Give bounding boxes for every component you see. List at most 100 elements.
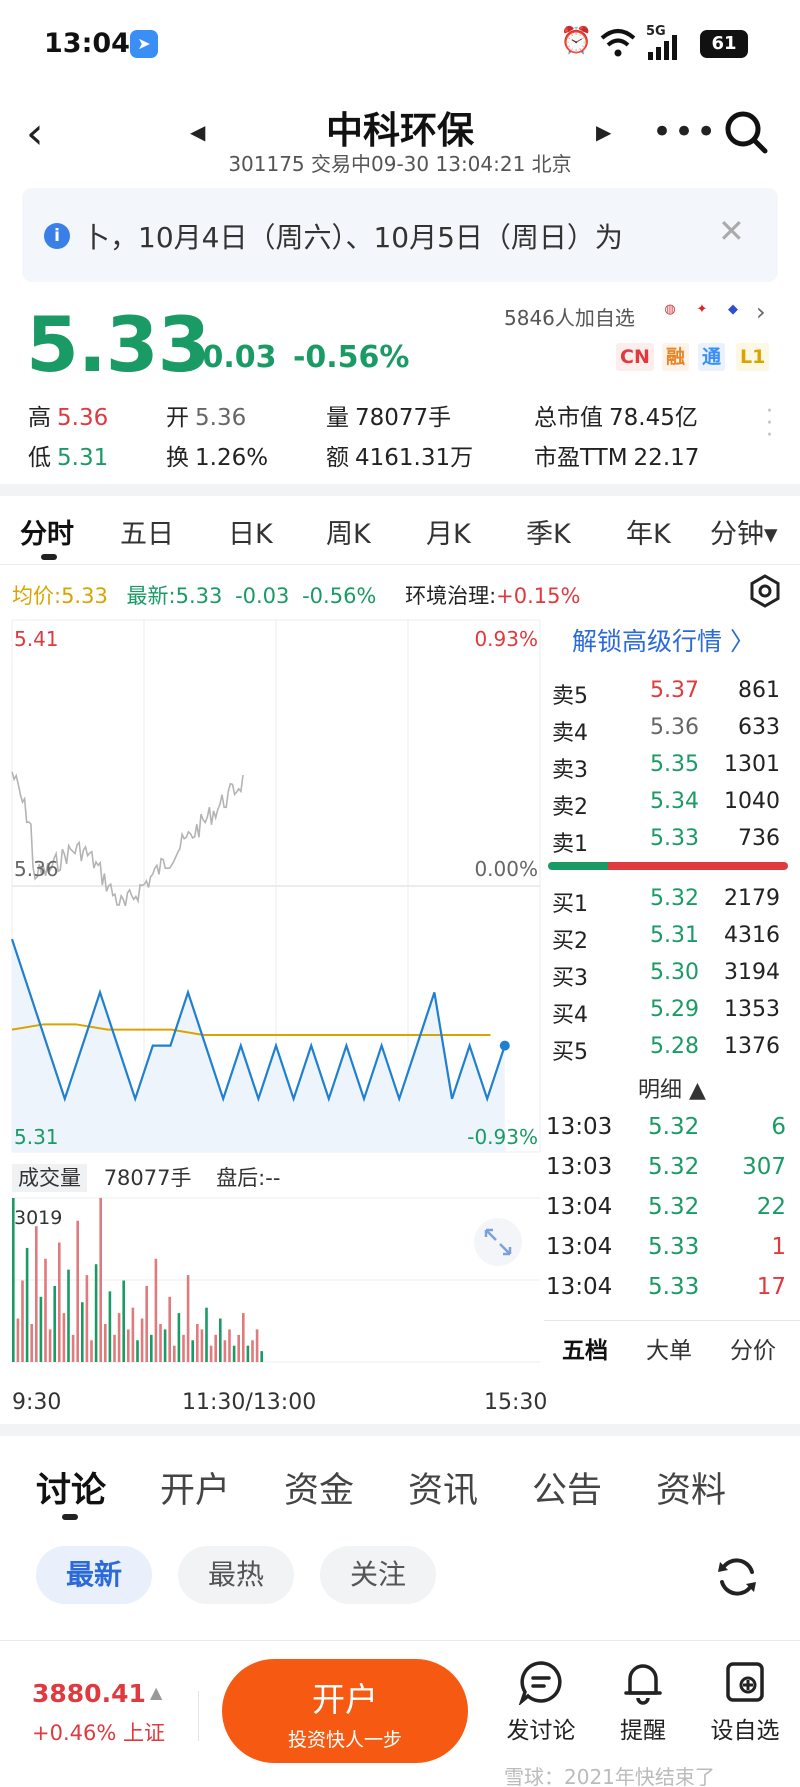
search-icon[interactable] <box>722 108 770 156</box>
volume-bars <box>12 1197 540 1363</box>
expand-icon[interactable] <box>484 1228 512 1256</box>
stock-subtitle: 301175 交易中09-30 13:04:21 北京 <box>228 152 572 176</box>
tab-quarterly-k[interactable]: 季K <box>526 519 571 550</box>
ob-level: 买5 <box>552 1040 588 1065</box>
tab-weekly-k[interactable]: 周K <box>326 519 371 550</box>
stat-pe-ttm: 市盈TTM 22.17 <box>534 438 699 472</box>
tab-five-day[interactable]: 五日 <box>120 519 174 550</box>
filter-following[interactable]: 关注 <box>320 1546 436 1604</box>
stat-label: 开 <box>166 405 189 431</box>
network-type: 5G <box>646 24 666 39</box>
price-area <box>12 939 505 1152</box>
next-stock-button[interactable]: ▶ <box>596 120 612 144</box>
filter-latest[interactable]: 最新 <box>36 1546 152 1604</box>
ob-price: 5.36 <box>650 715 699 740</box>
volume-bar <box>159 1323 162 1362</box>
volume-max-label: 3019 <box>14 1207 62 1229</box>
tab-discussion[interactable]: 讨论 <box>36 1471 107 1511</box>
expand-button-bg[interactable] <box>474 1218 522 1266</box>
volume-bar <box>223 1340 227 1362</box>
tick-time: 13:04 <box>546 1194 613 1220</box>
tab-yearly-k[interactable]: 年K <box>626 519 671 550</box>
volume-bar <box>246 1345 250 1362</box>
index-change[interactable]: +0.46% 上证 <box>32 1721 165 1745</box>
order-book-buy-row: 买4 5.29 1353 <box>544 991 800 1028</box>
trade-tick-row: 13:03 5.32 6 <box>544 1108 800 1148</box>
ob-volume: 3194 <box>724 960 780 985</box>
prev-stock-button[interactable]: ◀ <box>190 120 206 144</box>
chevron-right-icon[interactable]: › <box>756 298 766 326</box>
unlock-advanced-quote-link[interactable]: 解锁高级行情 〉 <box>572 627 755 656</box>
volume-bar <box>35 1226 38 1362</box>
more-stats-icon[interactable]: · · · <box>766 399 773 448</box>
tick-price: 5.33 <box>648 1274 700 1300</box>
index-value[interactable]: 3880.41 <box>32 1679 146 1708</box>
stat-volume: 量 78077手 <box>326 398 451 432</box>
intraday-chart[interactable]: 5.41 5.36 5.31 0.93% 0.00% -0.93% 3019 <box>0 612 544 1412</box>
volume-bar <box>76 1220 79 1362</box>
tab-large-orders[interactable]: 大单 <box>646 1338 692 1364</box>
tab-daily-k[interactable]: 日K <box>228 519 273 550</box>
tag-cn[interactable]: CN <box>616 343 654 371</box>
tick-price: 5.32 <box>648 1114 700 1140</box>
back-button[interactable]: ‹ <box>26 108 44 159</box>
refresh-icon[interactable] <box>714 1554 760 1600</box>
detail-toggle[interactable]: 明细 ▲ <box>638 1078 706 1103</box>
alarm-icon: ⏰ <box>560 26 593 56</box>
watermark: 雪球：2021年快结束了 <box>504 1765 715 1787</box>
volume-bar <box>140 1318 144 1362</box>
wifi-icon <box>600 29 636 57</box>
price-line <box>10 938 506 1103</box>
ob-volume: 633 <box>738 715 780 740</box>
stat-value: 78077手 <box>355 405 452 431</box>
trade-tick-row: 13:04 5.33 17 <box>544 1268 800 1308</box>
ob-level: 买4 <box>552 1003 588 1028</box>
volume-bar <box>127 1329 130 1362</box>
ob-price: 5.30 <box>650 960 699 985</box>
volume-bar <box>219 1318 222 1362</box>
tab-price-distribution[interactable]: 分价 <box>730 1338 776 1364</box>
tab-profile[interactable]: 资料 <box>656 1471 727 1511</box>
tag-margin[interactable]: 融 <box>662 343 690 371</box>
volume-bar <box>53 1285 56 1362</box>
tick-volume: 307 <box>742 1154 786 1180</box>
order-book: 解锁高级行情 〉 卖5 5.37 861 卖4 5.36 633 卖3 5.35… <box>544 612 800 1372</box>
tab-news[interactable]: 资讯 <box>408 1471 479 1511</box>
tab-five-levels[interactable]: 五档 <box>562 1338 608 1364</box>
filter-hottest[interactable]: 最热 <box>178 1546 294 1604</box>
tab-capital[interactable]: 资金 <box>284 1471 355 1511</box>
open-account-label: 开户 <box>312 1680 378 1719</box>
open-account-button[interactable]: 开户 投资快人一步 <box>222 1659 468 1763</box>
close-icon[interactable]: ✕ <box>718 212 745 250</box>
followers-count[interactable]: 5846人加自选 <box>504 306 635 330</box>
volume-bar <box>16 1318 20 1362</box>
alert-button[interactable]: 提醒 <box>598 1659 688 1745</box>
volume-bar <box>81 1302 84 1362</box>
tick-price: 5.32 <box>648 1194 700 1220</box>
tab-announcements[interactable]: 公告 <box>532 1471 603 1511</box>
tab-intraday[interactable]: 分时 <box>20 519 74 550</box>
ob-level: 卖3 <box>552 758 588 783</box>
ob-price: 5.29 <box>650 997 699 1022</box>
avg-price-label: 均价:5.33 <box>12 584 108 608</box>
volume-bar <box>44 1258 47 1362</box>
tag-connect[interactable]: 通 <box>698 343 726 371</box>
ob-level: 卖1 <box>552 832 588 857</box>
volume-label[interactable]: 成交量 <box>12 1164 87 1192</box>
post-discussion-button[interactable]: 发讨论 <box>496 1659 586 1745</box>
ob-level: 买2 <box>552 929 588 954</box>
x-tick-close: 15:30 <box>484 1390 548 1415</box>
more-icon[interactable]: ••• <box>652 112 719 152</box>
tab-minute[interactable]: 分钟▾ <box>710 519 778 550</box>
tab-open-account[interactable]: 开户 <box>160 1471 231 1511</box>
tab-monthly-k[interactable]: 月K <box>426 519 471 550</box>
settings-icon[interactable] <box>748 574 782 608</box>
volume-bar <box>25 1247 29 1362</box>
x-tick-open: 9:30 <box>12 1390 62 1415</box>
ob-price: 5.33 <box>650 826 699 851</box>
add-watchlist-button[interactable]: 设自选 <box>700 1659 790 1745</box>
notice-banner[interactable]: i 卜，10月4日（周六）、10月5日（周日）为 ✕ <box>22 188 778 282</box>
last-price-dot <box>499 1040 510 1051</box>
tag-l1[interactable]: L1 <box>736 343 770 371</box>
volume-bar <box>214 1334 217 1362</box>
